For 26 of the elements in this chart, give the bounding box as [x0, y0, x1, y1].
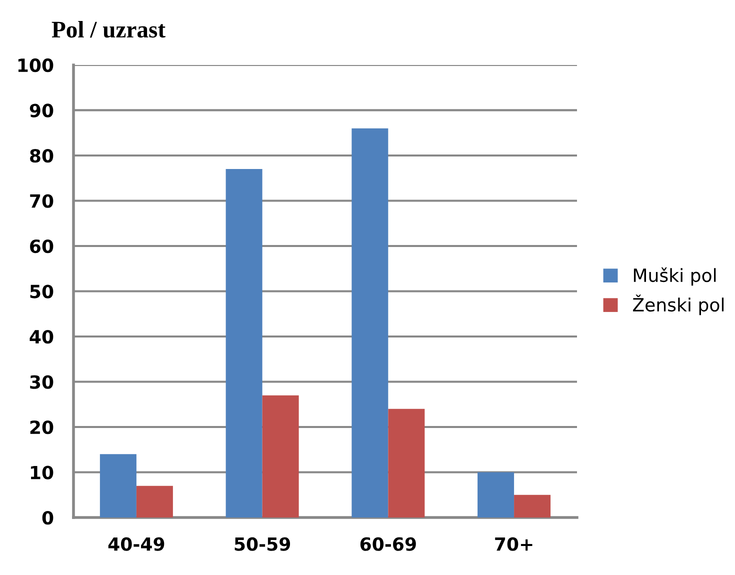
legend-label: Muški pol — [634, 267, 716, 286]
bar — [388, 408, 425, 518]
bar — [100, 454, 136, 518]
y-tick-label: 70 — [30, 194, 54, 208]
x-tick-label: 60-69 — [360, 537, 416, 551]
y-tick-label: 100 — [18, 58, 54, 72]
y-tick-label: 50 — [30, 284, 54, 298]
y-tick-label: 0 — [42, 510, 54, 525]
y-tick-label: 60 — [30, 239, 54, 254]
bar — [352, 128, 388, 518]
y-tick-label: 40 — [30, 330, 54, 344]
bar — [136, 486, 173, 518]
y-tick-label: 20 — [30, 420, 54, 434]
x-tick-label: 70+ — [495, 537, 532, 551]
bar — [478, 472, 514, 518]
chart-title: Pol / uzrast — [52, 20, 166, 38]
bar — [226, 169, 262, 518]
x-tick-label: 50-59 — [234, 537, 290, 551]
bar — [262, 395, 299, 518]
y-tick-label: 30 — [30, 375, 54, 389]
x-tick-label: 40-49 — [108, 537, 164, 551]
bar — [514, 494, 551, 518]
y-tick-label: 10 — [30, 466, 54, 480]
legend-label: Ženski pol — [632, 294, 724, 316]
y-tick-label: 90 — [30, 104, 54, 118]
y-tick-label: 80 — [30, 148, 54, 163]
